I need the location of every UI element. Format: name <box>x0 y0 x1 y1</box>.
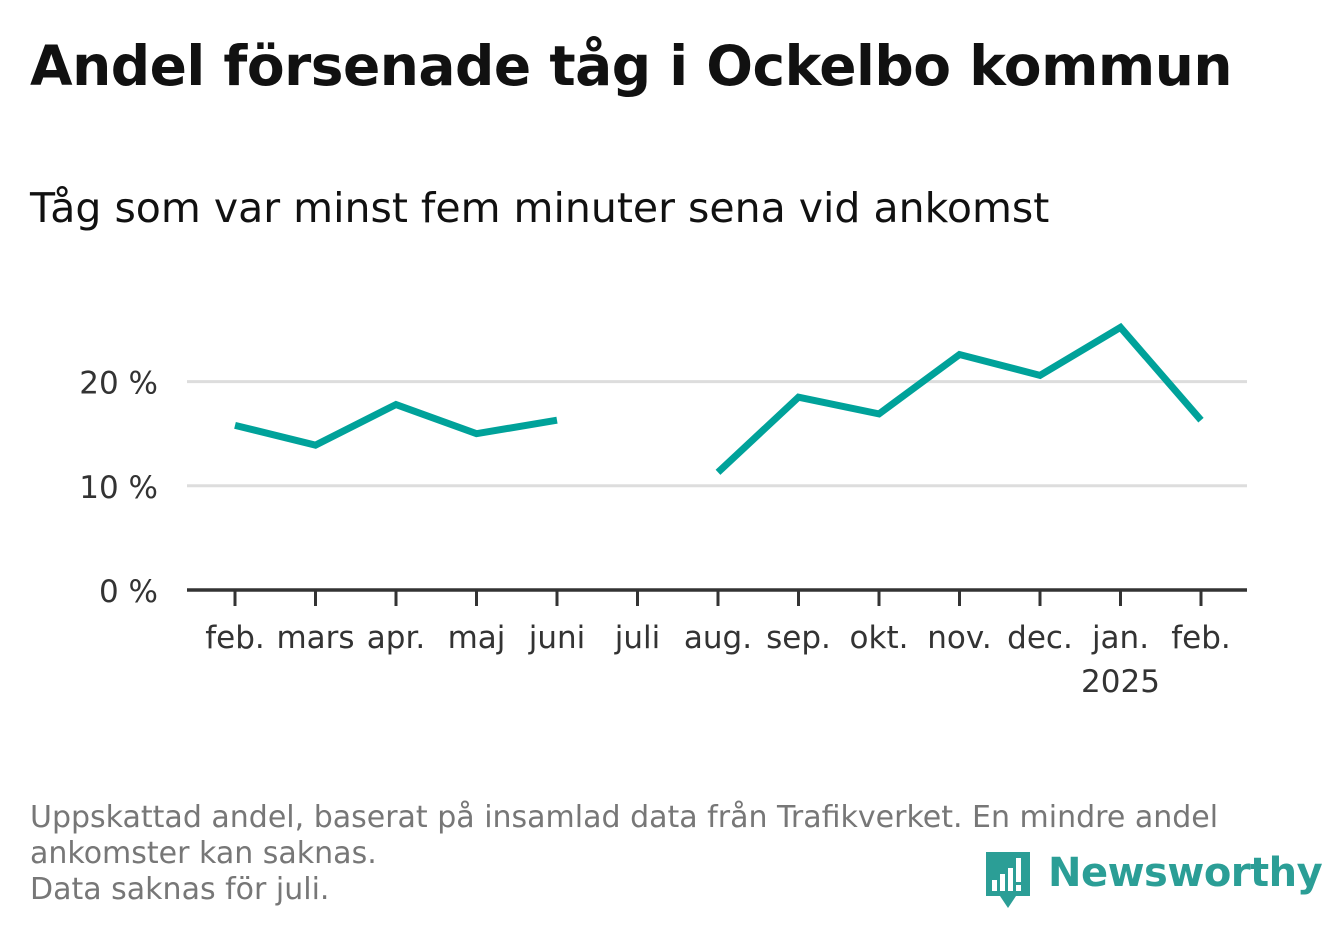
bar-chart-icon <box>986 852 1030 908</box>
x-tick-label: dec. <box>1007 620 1073 656</box>
brand-name: Newsworthy <box>1048 850 1322 896</box>
x-tick-label: okt. <box>850 620 909 656</box>
footnote-line: ankomster kan saknas. <box>30 836 377 871</box>
chart-subtitle: Tåg som var minst fem minuter sena vid a… <box>30 184 1050 232</box>
x-tick-label: nov. <box>927 620 991 656</box>
footnote-line: Data saknas för juli. <box>30 872 330 907</box>
x-tick-label: juni <box>528 620 586 656</box>
x-tick-sublabel: 2025 <box>1081 664 1160 700</box>
x-tick-label: juli <box>614 620 661 656</box>
series-line <box>234 400 558 449</box>
x-tick-label: sep. <box>766 620 831 656</box>
y-tick-label: 10 % <box>79 470 158 506</box>
line-chart: 0 % 10 % 20 % feb. mars apr. maj juni juli aug. se… <box>79 322 1247 700</box>
newsworthy-logo: Newsworthy <box>982 850 1322 912</box>
x-tick-label: feb. <box>1171 620 1231 656</box>
y-tick-label: 0 % <box>99 574 158 610</box>
x-tick-label: feb. <box>205 620 265 656</box>
chart-title: Andel försenade tåg i Ockelbo kommun <box>30 34 1233 98</box>
x-tick-label: mars <box>276 620 354 656</box>
y-tick-label: 20 % <box>79 366 158 402</box>
x-tick-label: aug. <box>684 620 752 656</box>
x-tick-label: jan. <box>1091 620 1149 656</box>
x-tick-label: maj <box>448 620 506 656</box>
footnote-line: Uppskattad andel, baserat på insamlad da… <box>30 800 1219 835</box>
footnote: Uppskattad andel, baserat på insamlad da… <box>30 800 1290 908</box>
x-tick-label: apr. <box>367 620 425 656</box>
series-line <box>715 322 1204 475</box>
